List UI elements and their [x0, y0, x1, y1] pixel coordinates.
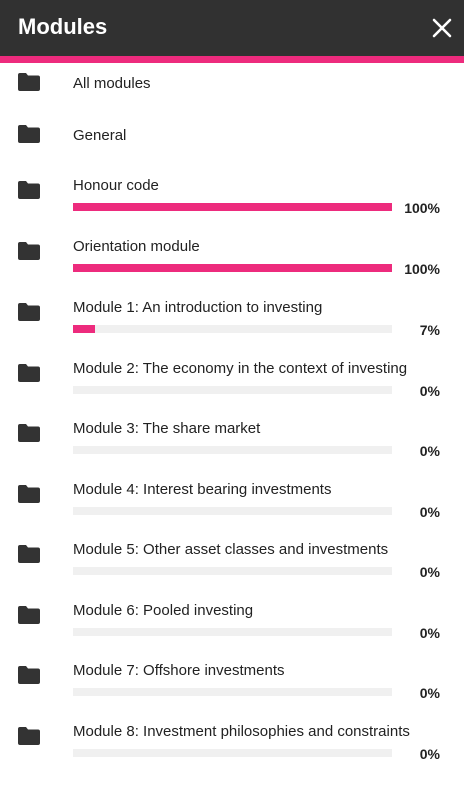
module-label: Honour code — [73, 177, 159, 194]
page-title: Modules — [18, 14, 108, 39]
module-item-orientation[interactable]: Orientation module 100% — [0, 235, 464, 295]
module-item-module-3[interactable]: Module 3: The share market 0% — [0, 417, 464, 477]
module-label: All modules — [73, 75, 151, 92]
module-item-honour-code[interactable]: Honour code 100% — [0, 175, 464, 235]
folder-icon — [18, 666, 40, 684]
accent-bar — [0, 56, 464, 63]
progress-bar — [73, 325, 392, 333]
module-label: Module 2: The economy in the context of … — [73, 360, 408, 377]
folder-icon — [18, 727, 40, 745]
module-item-module-8[interactable]: Module 8: Investment philosophies and co… — [0, 719, 464, 779]
module-list: All modules General Honour code 100% Ori… — [0, 63, 464, 800]
folder-icon — [18, 364, 40, 382]
folder-icon — [18, 73, 40, 91]
module-label: General — [73, 127, 127, 144]
module-item-module-4[interactable]: Module 4: Interest bearing investments 0… — [0, 477, 464, 537]
progress-fill — [73, 264, 392, 272]
module-item-module-6[interactable]: Module 6: Pooled investing 0% — [0, 598, 464, 658]
progress-percent: 100% — [404, 200, 440, 216]
folder-icon — [18, 606, 40, 624]
module-label: Module 4: Interest bearing investments — [73, 481, 332, 498]
progress-bar — [73, 386, 392, 394]
progress-bar — [73, 688, 392, 696]
progress-percent: 0% — [419, 443, 440, 459]
progress-fill — [73, 203, 392, 211]
progress-fill — [73, 325, 96, 333]
module-label: Module 6: Pooled investing — [73, 602, 254, 619]
module-label: Module 7: Offshore investments — [73, 662, 285, 679]
progress-bar — [73, 628, 392, 636]
module-label: Module 5: Other asset classes and invest… — [73, 541, 389, 558]
folder-icon — [18, 545, 40, 563]
close-icon[interactable] — [428, 14, 456, 42]
app-header: Modules — [0, 0, 464, 56]
module-item-all-modules[interactable]: All modules — [0, 63, 464, 123]
module-label: Orientation module — [73, 238, 200, 255]
module-label: Module 1: An introduction to investing — [73, 299, 323, 316]
progress-bar — [73, 446, 392, 454]
module-item-module-1[interactable]: Module 1: An introduction to investing 7… — [0, 296, 464, 356]
progress-bar — [73, 567, 392, 575]
progress-percent: 0% — [419, 564, 440, 580]
module-item-module-2[interactable]: Module 2: The economy in the context of … — [0, 356, 464, 416]
progress-bar — [73, 203, 392, 211]
module-item-module-5[interactable]: Module 5: Other asset classes and invest… — [0, 538, 464, 598]
progress-percent: 100% — [404, 261, 440, 277]
progress-percent: 0% — [419, 685, 440, 701]
progress-percent: 7% — [419, 322, 440, 338]
progress-bar — [73, 749, 392, 757]
module-label: Module 3: The share market — [73, 420, 261, 437]
progress-percent: 0% — [419, 504, 440, 520]
folder-icon — [18, 303, 40, 321]
folder-icon — [18, 485, 40, 503]
module-item-general[interactable]: General — [0, 115, 464, 175]
module-label: Module 8: Investment philosophies and co… — [73, 723, 410, 740]
folder-icon — [18, 181, 40, 199]
progress-percent: 0% — [419, 625, 440, 641]
progress-bar — [73, 264, 392, 272]
module-item-module-7[interactable]: Module 7: Offshore investments 0% — [0, 659, 464, 719]
folder-icon — [18, 125, 40, 143]
progress-percent: 0% — [419, 383, 440, 399]
progress-percent: 0% — [419, 746, 440, 762]
folder-icon — [18, 242, 40, 260]
progress-bar — [73, 507, 392, 515]
folder-icon — [18, 424, 40, 442]
